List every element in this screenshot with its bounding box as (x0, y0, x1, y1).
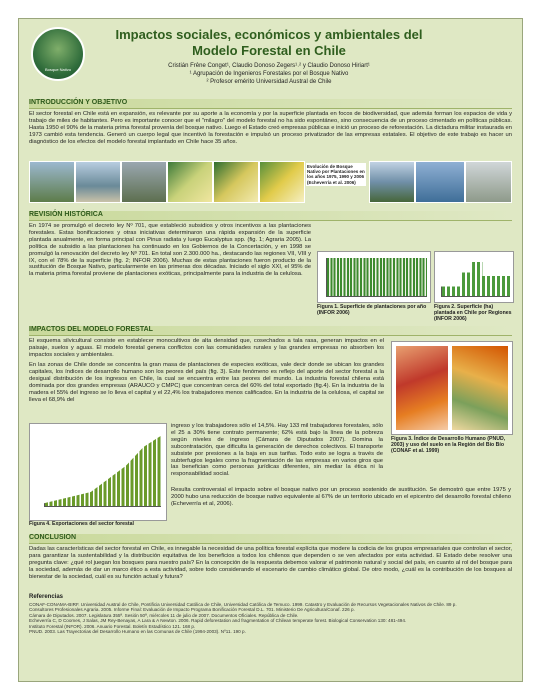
affiliation: ² Profesor emérito Universidad Austral d… (206, 79, 332, 85)
section-heading: REVISIÓN HISTÓRICA (29, 211, 512, 221)
section-heading: CONCLUSION (29, 534, 512, 544)
reference-item: Instituto Forestal (INFOR). 2006. Anuari… (29, 623, 196, 629)
reference-item: Consultores Profesionales Agraria. 2005.… (29, 607, 355, 613)
reference-item: CONAF-CONAMA-BIRF. Universidad Austral d… (29, 602, 457, 607)
photo (213, 161, 259, 203)
photo (369, 161, 415, 203)
references-heading: Referencias (29, 594, 64, 600)
photo (121, 161, 167, 203)
photo (259, 161, 305, 203)
chart-image (326, 258, 427, 297)
paragraph: En 1974 se promulgó el decreto ley Nº 70… (29, 223, 311, 278)
poster: Bosque Nativo Impactos sociales, económi… (18, 18, 523, 682)
authors: Cristián Frêne Conget¹, Claudio Donoso Z… (168, 63, 370, 69)
photo (415, 161, 465, 203)
map-image (396, 346, 448, 430)
figure-caption: Figura 2. Superficie (ha) plantada en Ch… (434, 304, 512, 322)
section-heading: INTRODUCCIÓN Y OBJETIVO (29, 99, 512, 109)
paragraph: Dadas las características del sector for… (29, 546, 512, 580)
paragraph: ingreso y los trabajadores sólo el 14,5%… (171, 423, 383, 478)
photo (465, 161, 512, 203)
figure-chart (434, 251, 514, 303)
title: Impactos sociales, económicos y ambienta… (115, 27, 423, 58)
section-heading: IMPACTOS DEL MODELO FORESTAL (29, 326, 512, 336)
figure-chart (317, 251, 431, 303)
paragraph: Resulta controversial el impacto sobre e… (171, 487, 511, 507)
reference-item: Cámara de Diputados. 2007. Legislatura 3… (29, 612, 299, 618)
paragraph: En las zonas de Chile donde se concentra… (29, 362, 384, 403)
figure-caption: Figura 3. Índice de Desarrollo Humano (P… (391, 436, 506, 454)
reference-item: PNUD. 2003. Las Trayectorias del Desarro… (29, 629, 246, 635)
paragraph: El esquema silvicultural consiste en est… (29, 338, 384, 358)
reference-item: Echeverría C, D Coomes, J Salas, JM Rey-… (29, 618, 407, 624)
photo (29, 161, 75, 203)
logo: Bosque Nativo (31, 27, 85, 81)
paragraph: El sector forestal en Chile está en expa… (29, 111, 512, 145)
figure-caption: Figura 4. Exportaciones del sector fores… (29, 521, 134, 527)
figure-caption: Figura 1. Superficie de plantaciones por… (317, 304, 427, 316)
photo (167, 161, 213, 203)
chart-image (44, 435, 161, 507)
photo (75, 161, 121, 203)
photo-caption: Evolución de Bosque Nativo por Plantacio… (306, 163, 366, 186)
figure-chart (29, 423, 167, 521)
map-figure (391, 341, 513, 435)
chart-image (441, 262, 510, 297)
photo-strip: Evolución de Bosque Nativo por Plantacio… (29, 161, 512, 203)
logo-text: Bosque Nativo (44, 67, 71, 72)
references: CONAF-CONAMA-BIRF. Universidad Austral d… (29, 602, 512, 634)
map-image (452, 346, 508, 430)
affiliation: ¹ Agrupación de Ingenieros Forestales po… (189, 71, 349, 77)
